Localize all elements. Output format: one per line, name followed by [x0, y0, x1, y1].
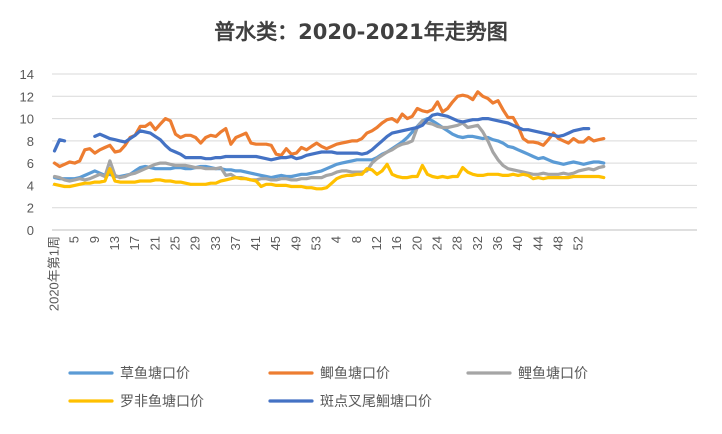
series-line-3 [52, 119, 606, 183]
series-line-4 [52, 162, 606, 191]
x-tick-label: 48 [550, 236, 565, 250]
series-line-2 [52, 90, 606, 169]
x-tick-label: 40 [510, 236, 525, 250]
x-tick-label: 12 [369, 236, 384, 250]
series-line-5 [52, 112, 591, 162]
x-tick-label: 45 [268, 236, 283, 250]
legend-label: 鲤鱼塘口价 [518, 365, 588, 382]
x-tick-label: 5 [67, 236, 82, 243]
x-tick-label: 32 [470, 236, 485, 250]
legend-label: 罗非鱼塘口价 [120, 393, 204, 410]
x-tick-label: 24 [429, 236, 444, 250]
x-tick-label: 37 [228, 236, 243, 250]
x-tick-label: 44 [530, 236, 545, 250]
x-tick-label: 53 [309, 236, 324, 250]
x-tick-label: 4 [329, 236, 344, 243]
y-tick-label: 2 [27, 201, 34, 216]
x-tick-label: 13 [107, 236, 122, 250]
x-tick-label: 8 [349, 236, 364, 243]
x-tick-label: 21 [147, 236, 162, 250]
y-tick-label: 6 [27, 156, 34, 171]
x-tick-label: 52 [571, 236, 586, 250]
x-tick-label: 49 [288, 236, 303, 250]
y-tick-label: 12 [20, 89, 34, 104]
x-tick-label: 28 [450, 236, 465, 250]
x-tick-label: 17 [127, 236, 142, 250]
x-tick-label: 36 [490, 236, 505, 250]
y-tick-label: 14 [20, 67, 34, 82]
x-tick-label: 20 [409, 236, 424, 250]
y-tick-label: 4 [27, 178, 34, 193]
x-tick-label: 29 [188, 236, 203, 250]
y-tick-label: 8 [27, 134, 34, 149]
x-tick-label: 9 [87, 236, 102, 243]
legend-label: 斑点叉尾鮰塘口价 [320, 394, 432, 410]
x-tick-label: 25 [167, 236, 182, 250]
chart-title: 普水类：2020-2021年走势图 [214, 20, 508, 44]
x-tick-label: 33 [208, 236, 223, 250]
legend-label: 草鱼塘口价 [120, 365, 190, 382]
x-tick-label: 41 [248, 236, 263, 250]
y-tick-label: 0 [27, 223, 34, 238]
x-tick-label: 16 [389, 236, 404, 250]
y-tick-label: 10 [20, 112, 34, 127]
legend-label: 鲫鱼塘口价 [320, 365, 390, 382]
x-tick-label: 2020年第1周 [47, 236, 62, 311]
